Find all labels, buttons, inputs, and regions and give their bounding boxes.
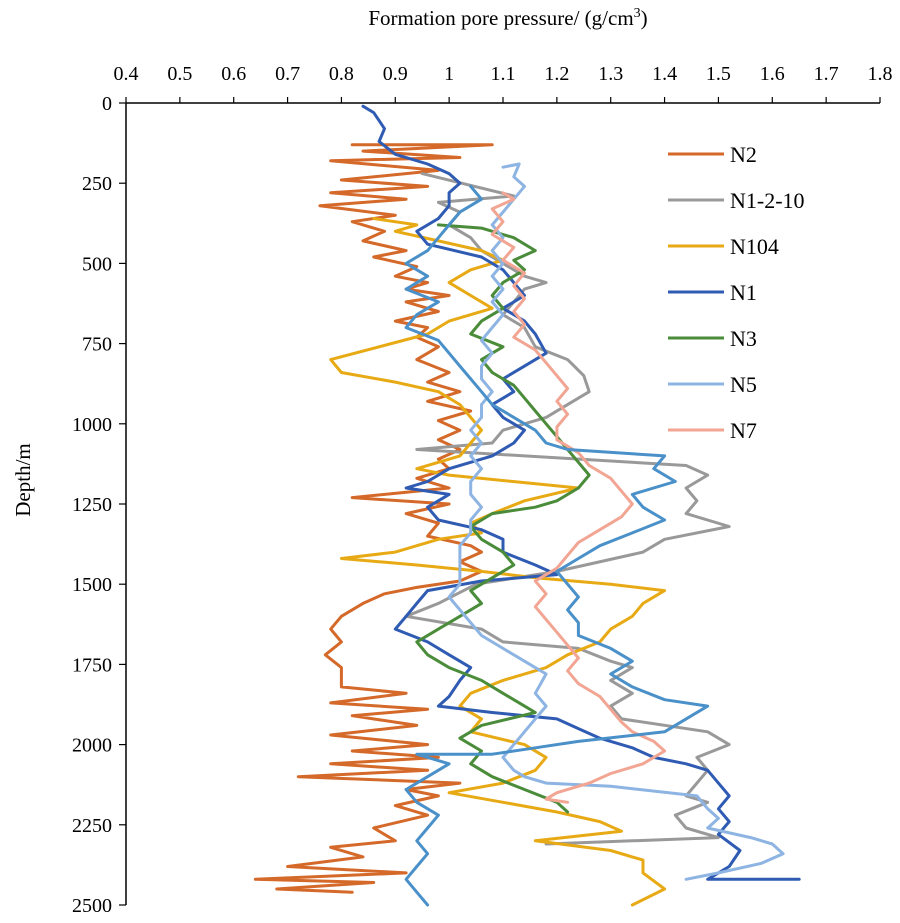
- y-tick-label: 1000: [72, 414, 112, 436]
- x-tick-label: 1: [444, 63, 454, 85]
- series-line-n1: [361, 104, 801, 881]
- legend-label-n3: N3: [730, 326, 757, 351]
- x-tick-label: 1.1: [491, 63, 516, 85]
- legend-label-n7: N7: [730, 418, 757, 443]
- x-tick-label: 0.6: [221, 63, 246, 85]
- y-tick-label: 500: [82, 253, 112, 275]
- x-tick-label: 0.4: [114, 63, 139, 85]
- y-tick-label: 750: [82, 334, 112, 356]
- y-ticks: 0 250 500 750 1000 1250 1500 1750 2000 2250 2500: [72, 93, 126, 917]
- legend-label-n104: N104: [730, 234, 779, 259]
- y-tick-label: 1250: [72, 494, 112, 516]
- legend-label-n2: N2: [730, 142, 757, 167]
- series-line-n104: [329, 217, 667, 907]
- x-ticks: 0.4 0.5 0.6 0.7 0.8 0.9 1 1.1 1.2 1.3 1.4 1.5 1.6 1.7…: [114, 63, 893, 103]
- series-line-n2: [253, 143, 494, 894]
- x-tick-label: 1.5: [706, 63, 731, 85]
- legend-label-n5: N5: [730, 372, 757, 397]
- x-tick-label: 0.9: [383, 63, 408, 85]
- legend: N2 N1-2-10 N104 N1 N3 N5 N7: [668, 142, 805, 443]
- y-tick-label: 1750: [72, 654, 112, 676]
- y-tick-label: 1500: [72, 574, 112, 596]
- y-tick-label: 2250: [72, 815, 112, 837]
- legend-label-n1: N1: [730, 280, 757, 305]
- y-tick-label: 2000: [72, 735, 112, 757]
- x-tick-label: 0.7: [275, 63, 300, 85]
- series-line-n7: [490, 191, 667, 804]
- x-tick-label: 0.8: [329, 63, 354, 85]
- legend-label-n1-2-10: N1-2-10: [730, 188, 805, 213]
- x-tick-label: 1.6: [760, 63, 785, 85]
- y-tick-label: 250: [82, 173, 112, 195]
- y-tick-label: 2500: [72, 895, 112, 917]
- x-axis-title: Formation pore pressure/ (g/cm3): [368, 6, 647, 30]
- x-tick-label: 1.4: [652, 63, 677, 85]
- series-line-n1-2-10: [404, 172, 731, 846]
- x-tick-label: 1.8: [868, 63, 893, 85]
- y-tick-label: 0: [102, 93, 112, 115]
- x-tick-label: 1.7: [814, 63, 839, 85]
- series-line-unlabeled: [404, 184, 710, 907]
- y-axis-title: Depth/m: [11, 443, 35, 517]
- x-tick-label: 1.2: [544, 63, 569, 85]
- x-tick-label: 0.5: [167, 63, 192, 85]
- x-tick-label: 1.3: [598, 63, 623, 85]
- series-line-n5: [447, 162, 785, 881]
- series: [253, 104, 801, 907]
